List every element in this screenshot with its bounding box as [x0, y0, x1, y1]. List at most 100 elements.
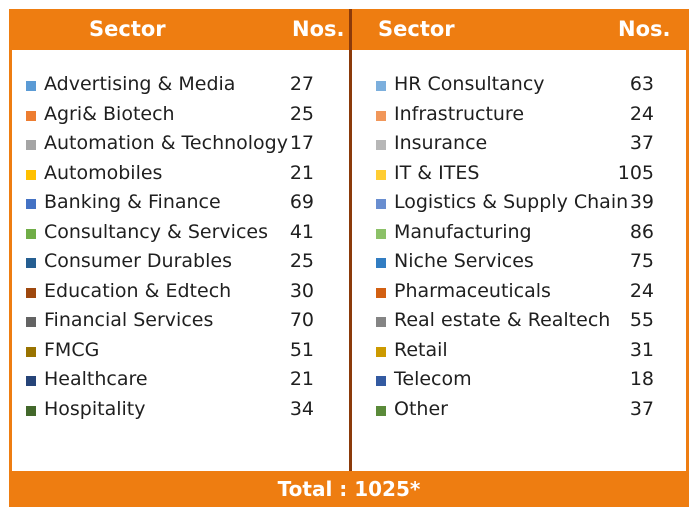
sector-color-swatch: [376, 258, 386, 268]
sector-color-swatch: [26, 199, 36, 209]
sector-count: 51: [289, 338, 314, 361]
sector-count: 70: [289, 309, 314, 331]
sector-row: FMCG: [26, 336, 99, 364]
sector-row: Manufacturing: [376, 218, 532, 246]
sector-color-swatch: [26, 405, 36, 416]
sector-name: Education & Edtech: [44, 279, 232, 302]
sector-color-swatch: [26, 110, 36, 121]
sector-name: Automation & Technology: [44, 132, 288, 154]
sector-row: Advertising & Media: [26, 70, 235, 98]
sector-count: 17: [289, 132, 314, 154]
sector-count: 37: [629, 397, 654, 420]
sector-count: 75: [629, 250, 654, 272]
sector-name: Automobiles: [44, 161, 163, 184]
sector-count: 27: [289, 73, 314, 95]
sector-name: Logistics & Supply Chain: [394, 191, 629, 213]
sector-name: Real estate & Realtech: [394, 309, 611, 331]
sector-color-swatch: [376, 199, 386, 209]
sector-count: 39: [629, 191, 654, 213]
sector-color-swatch: [26, 376, 36, 386]
sector-row: Healthcare: [26, 365, 148, 393]
sector-count: 86: [629, 220, 654, 243]
sector-name: Manufacturing: [394, 220, 532, 243]
sector-row: Automation & Technology: [26, 129, 288, 157]
sector-count: 21: [289, 161, 314, 184]
sector-color-swatch: [376, 110, 386, 121]
sector-color-swatch: [376, 317, 386, 327]
right-sector-header: Sector: [378, 17, 455, 41]
sector-color-swatch: [26, 258, 36, 268]
right-nos-header: Nos.: [618, 17, 671, 41]
sector-name: Pharmaceuticals: [394, 279, 551, 302]
sector-name: Agri& Biotech: [44, 102, 175, 125]
sector-row: Banking & Finance: [26, 188, 221, 216]
sector-color-swatch: [26, 228, 36, 239]
sector-color-swatch: [376, 346, 386, 357]
sector-name: FMCG: [44, 338, 100, 361]
sector-color-swatch: [376, 81, 386, 91]
sector-count: 34: [289, 397, 314, 420]
sector-count: 41: [289, 220, 314, 243]
sector-row: Education & Edtech: [26, 277, 231, 305]
sector-name: Insurance: [394, 132, 488, 154]
sector-color-swatch: [26, 287, 36, 298]
sector-count: 105: [617, 161, 654, 184]
sector-count: 69: [289, 191, 314, 213]
sector-row: Automobiles: [26, 159, 162, 187]
sector-color-swatch: [26, 81, 36, 91]
sector-row: Real estate & Realtech: [376, 306, 610, 334]
sector-row: Consultancy & Services: [26, 218, 268, 246]
sector-color-swatch: [26, 140, 36, 150]
right-column-panel: HR Consultancy 63 Infrastructure 24 Insuranc…: [352, 50, 686, 471]
sector-name: Niche Services: [394, 250, 534, 272]
sector-name: Retail: [394, 338, 448, 361]
sector-name: Other: [394, 397, 448, 420]
sector-color-swatch: [376, 228, 386, 239]
sector-row: Insurance: [376, 129, 487, 157]
total-footer: Total : 1025*: [277, 477, 421, 501]
sector-name: Banking & Finance: [44, 191, 221, 213]
column-divider: [349, 9, 352, 471]
left-nos-header: Nos.: [292, 17, 345, 41]
sector-name: Consultancy & Services: [44, 220, 268, 243]
sector-row: Infrastructure: [376, 100, 524, 128]
sector-row: Telecom: [376, 365, 472, 393]
sector-count: 30: [289, 279, 314, 302]
left-sector-header: Sector: [89, 17, 166, 41]
sector-name: HR Consultancy: [394, 73, 545, 95]
sector-name: Healthcare: [44, 368, 148, 390]
sector-name: Consumer Durables: [44, 250, 232, 272]
sector-color-swatch: [376, 405, 386, 416]
sector-color-swatch: [376, 140, 386, 150]
sector-row: Niche Services: [376, 247, 534, 275]
sector-name: Advertising & Media: [44, 73, 236, 95]
sector-name: Hospitality: [44, 397, 146, 420]
left-column-panel: Advertising & Media 27 Agri& Biotech 25 Auto…: [12, 50, 349, 471]
sector-name: Financial Services: [44, 309, 214, 331]
sector-count: 55: [629, 309, 654, 331]
sector-color-swatch: [376, 287, 386, 298]
sector-color-swatch: [26, 317, 36, 327]
sector-count: 37: [629, 132, 654, 154]
sector-color-swatch: [376, 376, 386, 386]
sector-row: Consumer Durables: [26, 247, 232, 275]
sector-row: Agri& Biotech: [26, 100, 175, 128]
sector-count: 24: [629, 279, 654, 302]
sector-count: 25: [289, 102, 314, 125]
sector-count: 25: [289, 250, 314, 272]
sector-row: Hospitality: [26, 395, 146, 423]
sector-name: IT & ITES: [394, 161, 480, 184]
sector-color-swatch: [26, 346, 36, 357]
sector-row: Financial Services: [26, 306, 213, 334]
sector-row: IT & ITES: [376, 159, 479, 187]
sector-count: 63: [629, 73, 654, 95]
sector-row: Pharmaceuticals: [376, 277, 551, 305]
sector-color-swatch: [26, 169, 36, 180]
sector-name: Infrastructure: [394, 102, 525, 125]
sector-name: Telecom: [394, 368, 472, 390]
sector-table: Sector Nos. Sector Nos. Advertising & Me…: [9, 9, 689, 507]
sector-row: Retail: [376, 336, 448, 364]
sector-color-swatch: [376, 169, 386, 180]
sector-count: 24: [629, 102, 654, 125]
sector-count: 21: [289, 368, 314, 390]
